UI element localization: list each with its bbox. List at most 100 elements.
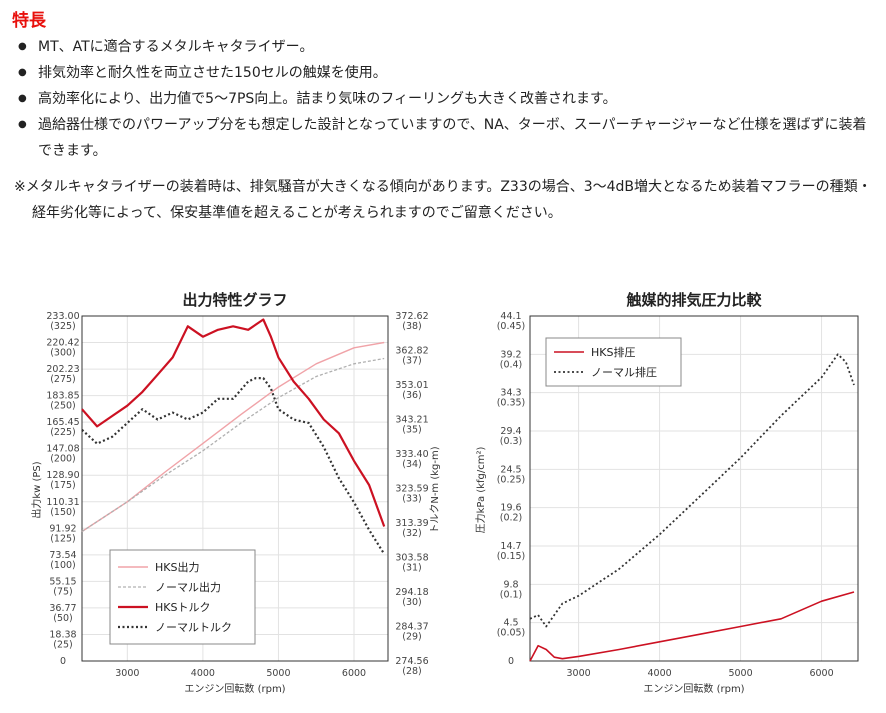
chart1-y-left-tick: 165.45 [46, 417, 79, 428]
chart1-y-right-tick-kgm: (38) [402, 321, 422, 332]
chart2-y-tick-kgf: (0.2) [500, 513, 523, 524]
chart1-y-left-tick: 147.08 [46, 444, 79, 455]
chart2-y-label: 圧力kPa (kfg/cm²) [474, 447, 487, 534]
chart1-series-line [81, 357, 385, 533]
chart2-x-tick: 6000 [809, 668, 833, 679]
chart1-y-left-tick: 183.85 [46, 391, 79, 402]
chart1-y-right-tick-kgm: (30) [402, 597, 422, 608]
chart1-y-right-tick: 353.01 [395, 380, 428, 391]
chart2-y-tick: 29.4 [500, 426, 521, 437]
chart1-series-line [81, 377, 386, 555]
chart1-y-left-tick-ps: (225) [50, 427, 76, 438]
chart2-y-tick: 9.8 [503, 579, 518, 590]
feature-list: MT、ATに適合するメタルキャタライザー。 排気効率と耐久性を両立させた150セ… [14, 34, 880, 164]
chart1-y-left-tick: 220.42 [46, 338, 79, 349]
chart2-y-tick: 14.7 [500, 541, 521, 552]
chart1-y-right-tick: 372.62 [395, 311, 428, 322]
chart1-y-left-tick: 91.92 [49, 523, 76, 534]
chart1-y-right-tick-kgm: (28) [402, 666, 422, 677]
section-heading: 特長 [12, 11, 46, 31]
chart1-y-left-tick-ps: (300) [50, 348, 76, 359]
chart1-y-left-tick-ps: (325) [50, 321, 76, 332]
chart1-y-right-tick: 274.56 [395, 656, 428, 667]
caution-note: ※メタルキャタライザーの装着時は、排気騒音が大きくなる傾向があります。Z33の場… [14, 179, 872, 221]
chart1-y-right-label: トルクN-m (kg-m) [429, 446, 441, 533]
chart1-y-left-label: 出力kw (PS) [30, 461, 43, 518]
chart2-legend-box [545, 337, 682, 387]
chart1-legend-label: ノーマルトルク [155, 621, 232, 634]
chart2-title: 触媒的排気圧力比較 [626, 291, 762, 309]
chart1-y-right-tick: 343.21 [395, 415, 428, 426]
chart2-y-tick-kgf: (0.3) [500, 436, 523, 447]
chart2-legend-label: ノーマル排圧 [591, 365, 657, 379]
chart2-series-line [529, 353, 855, 628]
feature-item: 高効率化により、出力値で5〜7PS向上。詰まり気味のフィーリングも大きく改善され… [14, 86, 880, 112]
chart1-y-right-tick-kgm: (32) [402, 528, 422, 539]
chart1-y-right-tick: 313.39 [395, 518, 428, 529]
chart1-y-right-tick-kgm: (34) [402, 459, 422, 470]
chart2-y-tick: 24.5 [500, 464, 521, 475]
chart1-legend-label: HKS出力 [155, 560, 199, 574]
chart1-legend-label: HKSトルク [155, 601, 210, 614]
chart1-y-left-tick: 36.77 [49, 603, 76, 614]
chart1-y-left-tick: 202.23 [46, 364, 79, 375]
chart2-y-tick-kgf: (0.1) [500, 589, 523, 600]
chart1-y-right-tick-kgm: (35) [402, 425, 422, 436]
chart1-y-left-tick: 18.38 [49, 629, 76, 640]
chart1-y-right-tick: 323.59 [395, 484, 428, 495]
chart2-y-tick-kgf: (0.35) [497, 398, 526, 409]
chart1-y-right-tick: 303.58 [395, 553, 428, 564]
chart2-plot-frame [529, 315, 859, 662]
chart2-y-tick: 19.6 [500, 503, 521, 514]
chart1-y-right-tick: 294.18 [395, 587, 428, 598]
chart2-y-tick: 4.5 [503, 618, 518, 629]
chart1-y-left-tick-ps: (125) [50, 533, 76, 544]
chart2-series-line [529, 591, 855, 662]
chart2-y-tick-kgf: (0.15) [497, 551, 526, 562]
chart1-x-tick: 6000 [342, 668, 366, 679]
chart1-y-right-tick-kgm: (37) [402, 356, 422, 367]
chart1-x-label: エンジン回転数 (rpm) [184, 682, 285, 695]
chart2-y-tick: 34.3 [500, 388, 521, 399]
chart1-y-right-tick-kgm: (33) [402, 494, 422, 505]
chart1-y-left-tick: 110.31 [46, 497, 79, 508]
chart2-legend-label: HKS排圧 [591, 345, 635, 359]
chart1-y-left-tick-ps: (250) [50, 401, 76, 412]
feature-item: 排気効率と耐久性を両立させた150セルの触媒を使用。 [14, 60, 880, 86]
chart1-legend-label: ノーマル出力 [155, 580, 221, 594]
chart1-legend-box [109, 549, 256, 645]
chart1-y-left-tick: 128.90 [46, 470, 79, 481]
chart1-y-left-tick: 0 [60, 656, 66, 667]
chart1-y-right-tick: 362.82 [395, 346, 428, 357]
chart1-x-tick: 5000 [266, 668, 290, 679]
chart1-series-line [81, 318, 386, 527]
chart1-title: 出力特性グラフ [182, 291, 287, 309]
chart1-y-right-tick-kgm: (31) [402, 563, 422, 574]
chart2-x-tick: 4000 [647, 668, 671, 679]
chart1-series-line [81, 341, 385, 533]
chart1-x-tick: 4000 [191, 668, 215, 679]
chart1-y-left-tick-ps: (200) [50, 454, 76, 465]
chart1-x-tick: 3000 [115, 668, 139, 679]
feature-item: 過給器仕様でのパワーアップ分をも想定した設計となっていますので、NA、ターボ、ス… [14, 112, 880, 164]
chart1-y-left-tick-ps: (175) [50, 480, 76, 491]
chart2-y-tick: 44.1 [500, 311, 521, 322]
chart1-y-left-tick-ps: (25) [53, 639, 73, 650]
chart1-y-left-tick-ps: (275) [50, 374, 76, 385]
chart2-y-tick-kgf: (0.05) [497, 628, 526, 639]
chart1-y-right-tick-kgm: (29) [402, 632, 422, 643]
chart2-y-tick-kgf: (0.45) [497, 321, 526, 332]
chart1-y-left-tick-ps: (100) [50, 560, 76, 571]
chart1-plot-frame [81, 315, 389, 662]
chart1-y-left-tick-ps: (75) [53, 586, 73, 597]
chart1-y-right-tick: 333.40 [395, 449, 428, 460]
chart2-x-tick: 5000 [728, 668, 752, 679]
chart2-y-tick: 39.2 [500, 349, 521, 360]
chart2-y-tick: 0 [508, 656, 514, 667]
chart2-x-tick: 3000 [566, 668, 590, 679]
chart2-y-tick-kgf: (0.25) [497, 474, 526, 485]
chart1-y-left-tick: 73.54 [49, 550, 76, 561]
chart1-y-left-tick-ps: (150) [50, 507, 76, 518]
chart1-y-left-tick: 233.00 [46, 311, 79, 322]
